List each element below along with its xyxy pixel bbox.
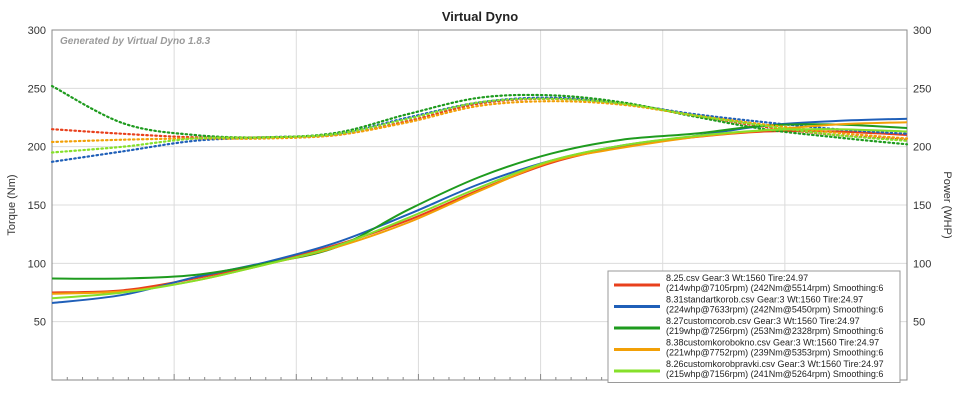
- legend-label: 8.38customkorobokno.csv Gear:3 Wt:1560 T…: [666, 338, 879, 348]
- y2-tick-label: 50: [913, 317, 925, 329]
- y-tick-label: 250: [28, 83, 46, 95]
- legend-label: 8.25.csv Gear:3 Wt:1560 Tire:24.97: [666, 273, 808, 283]
- legend: 8.25.csv Gear:3 Wt:1560 Tire:24.97(214wh…: [607, 270, 901, 383]
- y2-tick-label: 150: [913, 200, 931, 212]
- legend-label: 8.26customkorobpravki.csv Gear:3 Wt:1560…: [666, 359, 884, 369]
- left-axis-ticks: 50 100 150 200 250 300: [28, 25, 46, 329]
- y-tick-label: 200: [28, 142, 46, 154]
- torque-line-1: [50, 97, 909, 141]
- legend-detail: (214whp@7105rpm) (242Nm@5514rpm) Smoothi…: [666, 283, 883, 293]
- legend-detail: (224whp@7633rpm) (242Nm@5450rpm) Smoothi…: [666, 305, 883, 315]
- torque-line-3: [50, 84, 909, 146]
- legend-label: 8.31standartkorob.csv Gear:3 Wt:1560 Tir…: [666, 295, 863, 305]
- right-axis-ticks: 50 100 150 200 250 300: [913, 25, 931, 329]
- y2-tick-label: 100: [913, 258, 931, 270]
- legend-label: 8.27customcorob.csv Gear:3 Wt:1560 Tire:…: [666, 316, 860, 326]
- power-line-3: [51, 123, 908, 280]
- y-tick-label: 150: [28, 200, 46, 212]
- chart-title: Virtual Dyno: [442, 9, 518, 24]
- legend-detail: (221whp@7752rpm) (239Nm@5353rpm) Smoothi…: [666, 348, 883, 358]
- y-axis-label: Torque (Nm): [6, 174, 18, 235]
- y-tick-label: 50: [34, 317, 46, 329]
- y-tick-label: 300: [28, 25, 46, 37]
- legend-detail: (215whp@7156rpm) (241Nm@5264rpm) Smoothi…: [666, 369, 883, 379]
- torque-line-5: [50, 97, 909, 154]
- y-tick-label: 100: [28, 258, 46, 270]
- y2-tick-label: 300: [913, 25, 931, 37]
- y2-tick-label: 250: [913, 83, 931, 95]
- plot-frame: [51, 29, 908, 381]
- y2-tick-label: 200: [913, 142, 931, 154]
- power-line-4: [51, 121, 908, 295]
- series-layer: [50, 84, 909, 304]
- power-line-5: [51, 128, 908, 300]
- power-line-1: [51, 129, 908, 294]
- legend-detail: (219whp@7256rpm) (253Nm@2328rpm) Smoothi…: [666, 326, 883, 336]
- watermark: Generated by Virtual Dyno 1.8.3: [60, 36, 211, 47]
- y2-axis-label: Power (WHP): [941, 171, 953, 238]
- torque-line-4: [50, 100, 909, 144]
